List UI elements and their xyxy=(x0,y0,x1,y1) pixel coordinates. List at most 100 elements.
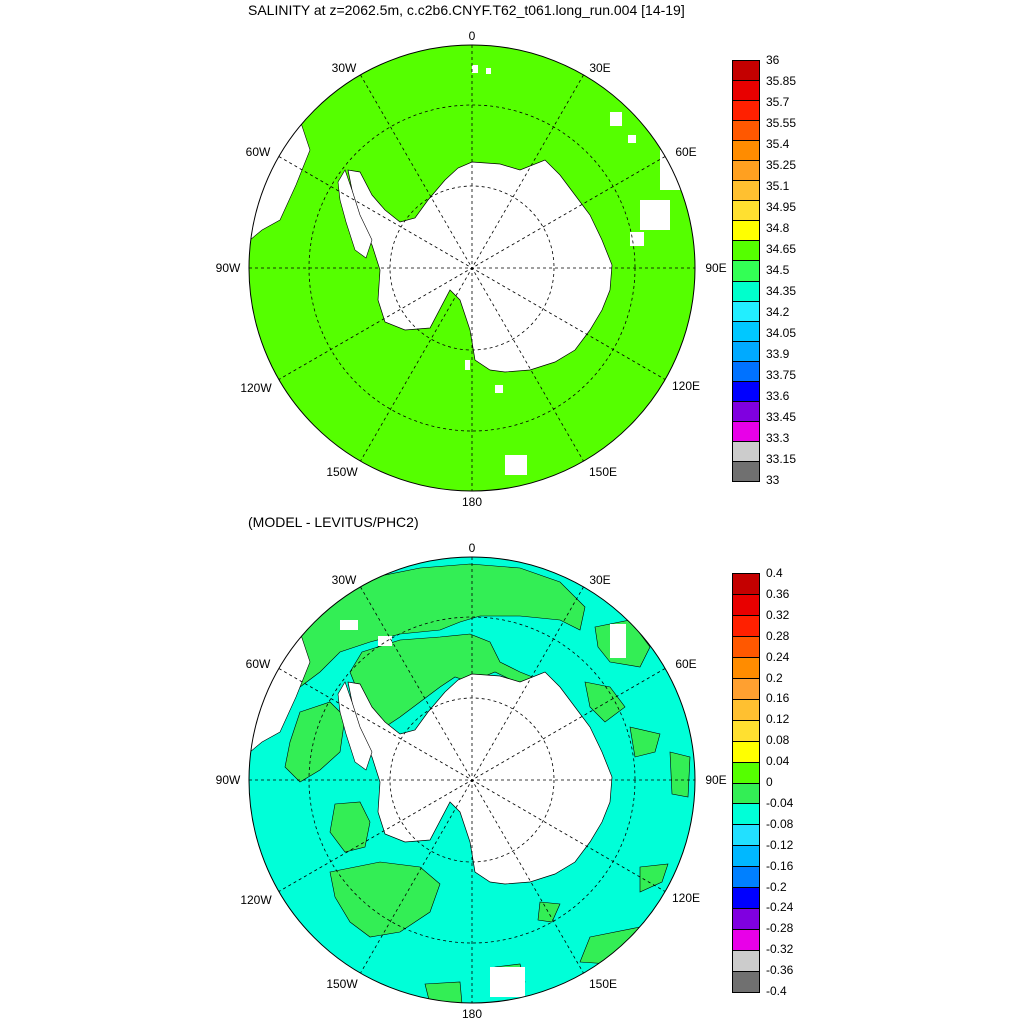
meridian-label-30w: 30W xyxy=(332,573,357,587)
colorbar-swatch xyxy=(733,261,759,282)
meridian-label-150e: 150E xyxy=(589,977,617,991)
meridian-label-0: 0 xyxy=(469,29,476,43)
colorbar-tick-label: -0.24 xyxy=(766,900,794,915)
colorbar-tick-label: 0.32 xyxy=(766,607,790,622)
colorbar-tick-label: 0.24 xyxy=(766,649,790,664)
colorbar-swatch xyxy=(733,161,759,182)
colorbar-tick-label: -0.04 xyxy=(766,795,794,810)
polar-map-salinity: 0 30E 60E 90E 120E 150E 180 150W 120W 90W 60W 30W xyxy=(216,29,727,509)
colorbar-swatch xyxy=(733,762,759,784)
colorbar-difference xyxy=(732,573,760,993)
colorbar-salinity xyxy=(732,60,760,482)
colorbar-swatch xyxy=(733,951,759,973)
meridian-label-90e: 90E xyxy=(705,773,726,787)
meridian-label-120w: 120W xyxy=(240,893,272,907)
colorbar-swatch xyxy=(733,720,759,742)
colorbar-tick-label: -0.28 xyxy=(766,921,794,936)
colorbar-tick-label: 0.28 xyxy=(766,628,790,643)
colorbar-tick-label: 35.4 xyxy=(766,137,790,151)
meridian-label-60w: 60W xyxy=(246,657,271,671)
colorbar-swatch xyxy=(733,741,759,763)
colorbar-swatch xyxy=(733,361,759,382)
meridian-label-90w: 90W xyxy=(216,261,241,275)
meridian-label-60w: 60W xyxy=(246,145,271,159)
colorbar-salinity-labels: 36 35.85 35.7 35.55 35.4 35.25 35.1 34.95 34.8 34… xyxy=(766,53,826,487)
colorbar-swatch xyxy=(733,201,759,222)
colorbar-swatch xyxy=(733,181,759,202)
colorbar-tick-label: 36 xyxy=(766,53,780,67)
colorbar-difference-labels: 0.4 0.36 0.32 0.28 0.24 0.2 0.16 0.12 0.08 0.04 0 -… xyxy=(766,566,826,998)
colorbar-tick-label: 33.75 xyxy=(766,368,797,382)
colorbar-swatch xyxy=(733,101,759,122)
colorbar-tick-label: 34.35 xyxy=(766,284,797,298)
meridian-labels: 0 30E 60E 90E 120E 150E 180 150W 120W 90W 60W 30W xyxy=(216,541,727,1021)
colorbar-tick-label: 0.04 xyxy=(766,754,790,769)
meridian-label-180: 180 xyxy=(462,1007,482,1021)
colorbar-swatch xyxy=(733,121,759,142)
colorbar-swatch xyxy=(733,61,759,82)
colorbar-swatch xyxy=(733,421,759,442)
colorbar-swatch xyxy=(733,678,759,700)
colorbar-swatch xyxy=(733,81,759,102)
map-boundary xyxy=(248,44,696,492)
colorbar-tick-label: 34.65 xyxy=(766,242,797,256)
colorbar-swatch xyxy=(733,341,759,362)
colorbar-swatch xyxy=(733,441,759,462)
colorbar-tick-label: -0.4 xyxy=(766,984,787,998)
colorbar-swatch xyxy=(733,930,759,952)
colorbar-tick-label: 33.9 xyxy=(766,347,790,361)
meridian-label-30e: 30E xyxy=(589,61,610,75)
colorbar-swatch xyxy=(733,909,759,931)
colorbar-tick-label: -0.08 xyxy=(766,816,794,831)
meridian-label-180: 180 xyxy=(462,495,482,509)
colorbar-tick-label: 34.95 xyxy=(766,200,797,214)
meridian-label-90e: 90E xyxy=(705,261,726,275)
colorbar-tick-label: 0.36 xyxy=(766,586,790,601)
colorbar-tick-label: -0.32 xyxy=(766,942,794,957)
colorbar-tick-label: 35.55 xyxy=(766,116,797,130)
meridian-label-90w: 90W xyxy=(216,773,241,787)
meridian-label-30w: 30W xyxy=(332,61,357,75)
colorbar-tick-label: 33.45 xyxy=(766,410,797,424)
colorbar-tick-label: 34.2 xyxy=(766,305,790,319)
meridian-label-0: 0 xyxy=(469,541,476,555)
meridian-label-60e: 60E xyxy=(675,657,696,671)
colorbar-tick-label: 33.15 xyxy=(766,452,797,466)
colorbar-swatch xyxy=(733,657,759,679)
meridian-label-60e: 60E xyxy=(675,145,696,159)
colorbar-swatch xyxy=(733,615,759,637)
meridian-label-120e: 120E xyxy=(672,379,700,393)
antarctica-land xyxy=(347,159,613,373)
colorbar-tick-label: 35.85 xyxy=(766,74,797,88)
colorbar-swatch xyxy=(733,141,759,162)
colorbar-swatch xyxy=(733,221,759,242)
antarctic-peninsula xyxy=(337,169,373,259)
colorbar-tick-label: -0.2 xyxy=(766,879,787,894)
colorbar-tick-label: 33.6 xyxy=(766,389,790,403)
colorbar-tick-label: 0.16 xyxy=(766,691,790,706)
colorbar-swatch xyxy=(733,381,759,402)
colorbar-tick-label: 34.05 xyxy=(766,326,797,340)
colorbar-tick-label: 0 xyxy=(766,775,773,789)
meridian-label-120e: 120E xyxy=(672,891,700,905)
colorbar-swatch xyxy=(733,804,759,826)
colorbar-tick-label: 34.8 xyxy=(766,221,790,235)
colorbar-swatch xyxy=(733,461,759,481)
colorbar-tick-label: 0.2 xyxy=(766,670,783,685)
colorbar-swatch xyxy=(733,594,759,616)
colorbar-tick-label: 33 xyxy=(766,473,780,487)
antarctica-land xyxy=(347,671,613,885)
colorbar-tick-label: 0.4 xyxy=(766,566,783,580)
colorbar-swatch xyxy=(733,699,759,721)
colorbar-tick-label: 35.1 xyxy=(766,179,790,193)
colorbar-swatch xyxy=(733,401,759,422)
colorbar-swatch xyxy=(733,888,759,910)
colorbar-swatch xyxy=(733,783,759,805)
meridian-labels: 0 30E 60E 90E 120E 150E 180 150W 120W 90W 60W 30W xyxy=(216,29,727,509)
antarctic-peninsula xyxy=(337,681,373,771)
colorbar-tick-label: 34.5 xyxy=(766,263,790,277)
meridian-label-150w: 150W xyxy=(326,977,358,991)
graticule xyxy=(249,557,695,1003)
colorbar-swatch xyxy=(733,867,759,889)
colorbar-tick-label: 35.25 xyxy=(766,158,797,172)
